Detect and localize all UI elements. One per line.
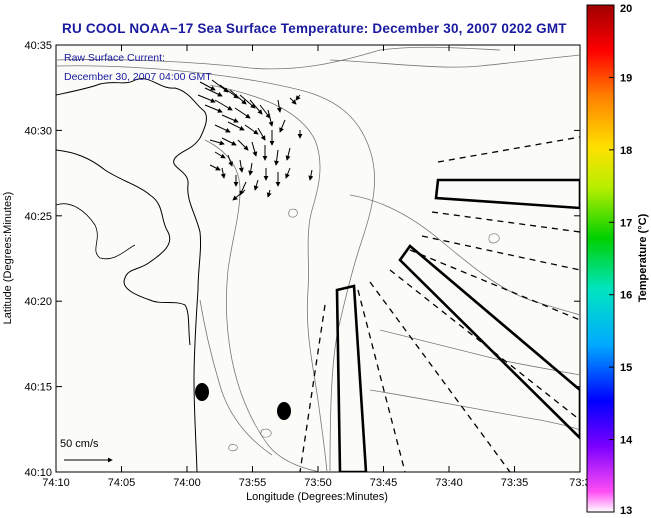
x-tick-label: 74:05 bbox=[108, 477, 136, 489]
inner-bay-shore bbox=[56, 203, 136, 260]
x-tick-label: 74:00 bbox=[173, 477, 201, 489]
y-tick-label: 40:20 bbox=[24, 296, 52, 308]
colorbar-ticks: 20 19 18 17 16 15 14 13 bbox=[609, 3, 633, 517]
coastline bbox=[56, 78, 207, 472]
isobath-spot bbox=[228, 444, 238, 452]
map-title: RU COOL NOAA−17 Sea Surface Temperature:… bbox=[62, 21, 567, 36]
surface-current-vectors bbox=[197, 79, 314, 201]
y-tick-label: 40:25 bbox=[24, 211, 52, 223]
colorbar-tick-label: 17 bbox=[620, 217, 632, 229]
coastline-inner bbox=[56, 149, 191, 346]
isobath-spot bbox=[288, 208, 298, 218]
station-marker bbox=[195, 383, 209, 401]
isobath bbox=[56, 65, 375, 472]
colorbar bbox=[586, 4, 615, 513]
y-tick-label: 40:30 bbox=[24, 125, 52, 137]
map-plot-area bbox=[55, 44, 581, 473]
scale-label: 50 cm/s bbox=[60, 438, 99, 450]
colorbar-tick-label: 14 bbox=[620, 435, 633, 447]
x-axis: 74:10 74:05 74:00 73:55 73:50 73:45 73:40 73:35… bbox=[42, 45, 591, 489]
y-tick-label: 40:35 bbox=[24, 40, 52, 52]
current-label: Raw Surface Current: bbox=[64, 52, 165, 64]
y-tick-label: 40:15 bbox=[24, 382, 52, 394]
y-axis: 40:35 40:30 40:25 40:20 40:15 40:10 bbox=[24, 40, 580, 479]
colorbar-tick-label: 16 bbox=[620, 290, 632, 302]
colorbar-tick-label: 19 bbox=[620, 72, 632, 84]
colorbar-tick-label: 18 bbox=[620, 145, 632, 157]
x-tick-label: 74:10 bbox=[42, 477, 70, 489]
x-tick-label: 73:3 bbox=[569, 477, 590, 489]
colorbar-tick-label: 20 bbox=[620, 3, 632, 15]
isobath bbox=[204, 139, 321, 472]
map-content bbox=[56, 46, 580, 472]
x-tick-label: 73:40 bbox=[435, 477, 463, 489]
isobath bbox=[209, 84, 328, 472]
colorbar-tick-label: 13 bbox=[620, 505, 632, 517]
x-tick-label: 73:35 bbox=[501, 477, 529, 489]
isobath bbox=[199, 299, 273, 456]
y-axis-label: Latitude (Degrees:Minutes) bbox=[2, 192, 14, 325]
isobath bbox=[329, 54, 580, 68]
colorbar-label: Temperature (°C) bbox=[637, 213, 649, 302]
y-tick-label: 40:10 bbox=[24, 467, 52, 479]
radar-beam-boxes bbox=[335, 178, 580, 472]
isobath-spot bbox=[260, 428, 272, 438]
colorbar-tick-label: 15 bbox=[620, 362, 632, 374]
x-tick-label: 73:50 bbox=[304, 477, 332, 489]
isobath bbox=[349, 194, 580, 316]
x-axis-label: Longitude (Degrees:Minutes) bbox=[246, 491, 388, 503]
station-marker bbox=[277, 402, 291, 420]
isobath-spot bbox=[488, 233, 500, 244]
isobath bbox=[56, 46, 501, 70]
x-tick-label: 73:45 bbox=[370, 477, 398, 489]
x-tick-label: 73:55 bbox=[239, 477, 267, 489]
current-date: December 30, 2007 04:00 GMT bbox=[64, 71, 212, 83]
